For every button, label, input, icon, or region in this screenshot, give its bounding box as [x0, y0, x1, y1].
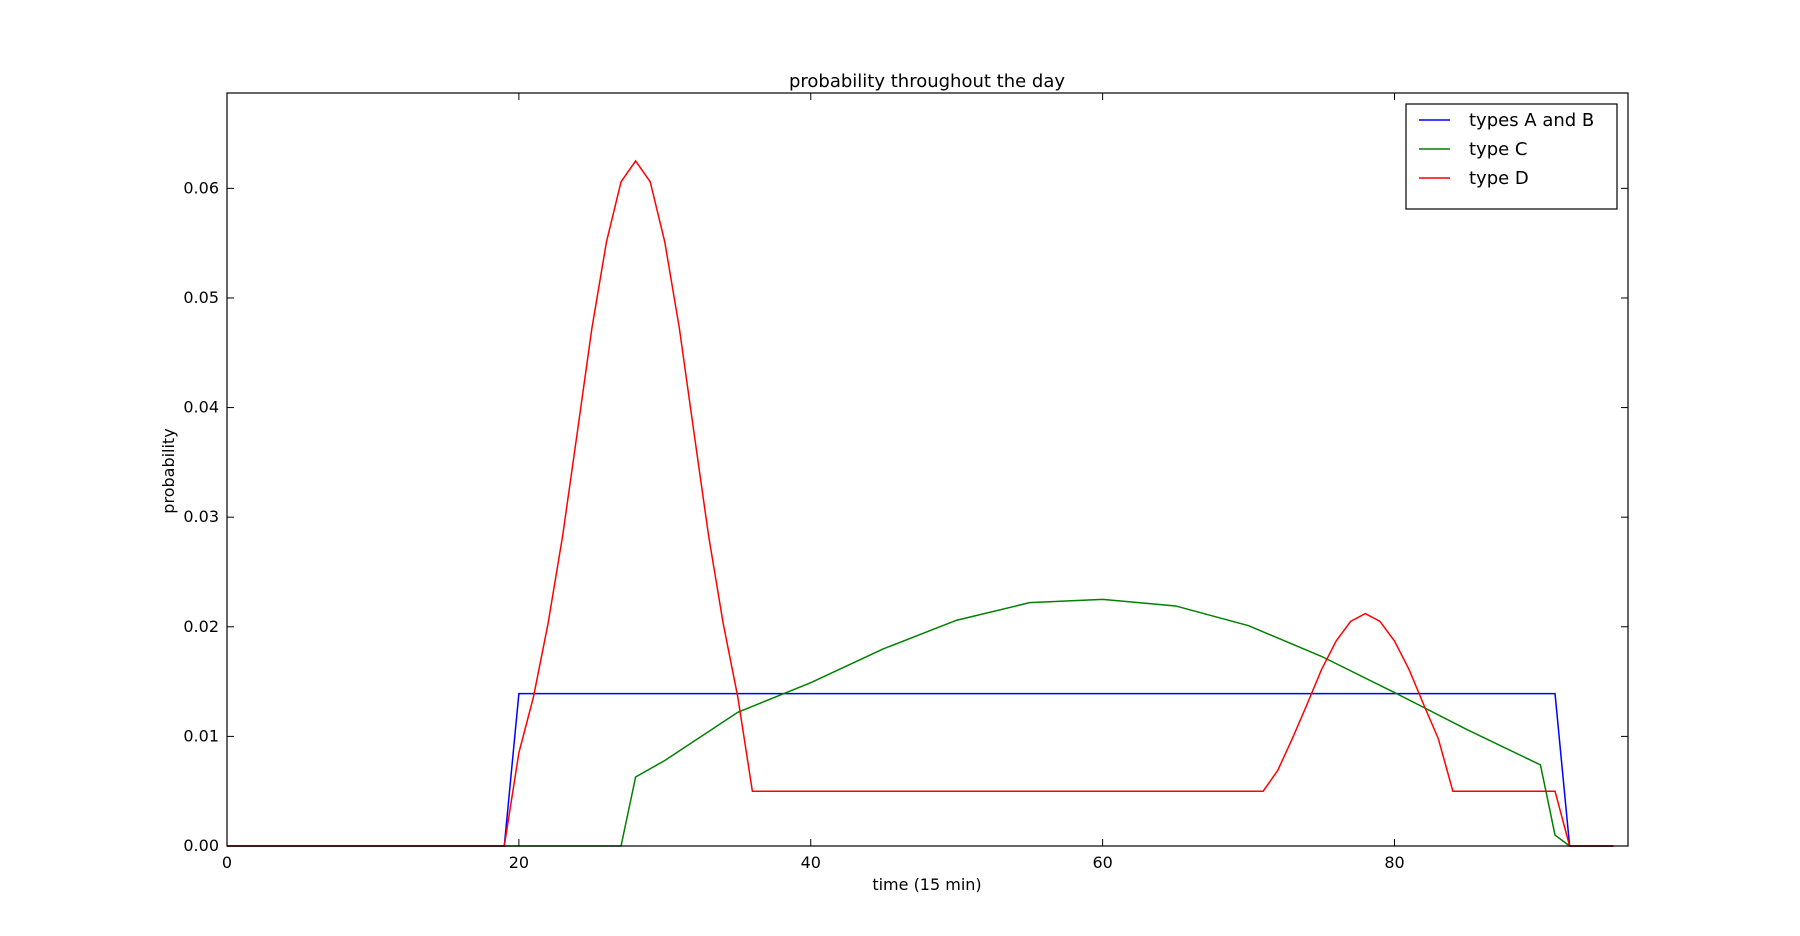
- x-tick-label: 20: [509, 853, 529, 872]
- y-tick-label: 0.06: [183, 178, 219, 197]
- y-tick-label: 0.02: [183, 617, 219, 636]
- series-line-2: [227, 159, 1614, 847]
- legend-label: types A and B: [1469, 110, 1594, 131]
- plot-area: 0 20 40 60 80 0.00 0.01 0.02 0.03 0.04 0.05 0.06 typ…: [183, 92, 1629, 872]
- x-tick-label: 80: [1384, 853, 1404, 872]
- series-line-1: [227, 598, 1614, 847]
- x-axis-label: time (15 min): [872, 875, 981, 894]
- y-tick-label: 0.05: [183, 288, 219, 307]
- chart-title: probability throughout the day: [789, 71, 1065, 92]
- legend-box: [1405, 103, 1618, 210]
- y-axis-label: probability: [159, 428, 178, 513]
- x-tick-label: 0: [222, 853, 232, 872]
- y-tick-label: 0.03: [183, 507, 219, 526]
- plot-frame: [226, 92, 1629, 847]
- y-tick-label: 0.00: [183, 836, 219, 855]
- x-tick-label: 40: [801, 853, 821, 872]
- x-tick-label: 60: [1092, 853, 1112, 872]
- legend-label: type C: [1469, 139, 1528, 160]
- y-tick-label: 0.01: [183, 726, 219, 745]
- y-tick-label: 0.04: [183, 398, 219, 417]
- series-line-0: [227, 692, 1614, 847]
- legend-label: type D: [1469, 168, 1529, 189]
